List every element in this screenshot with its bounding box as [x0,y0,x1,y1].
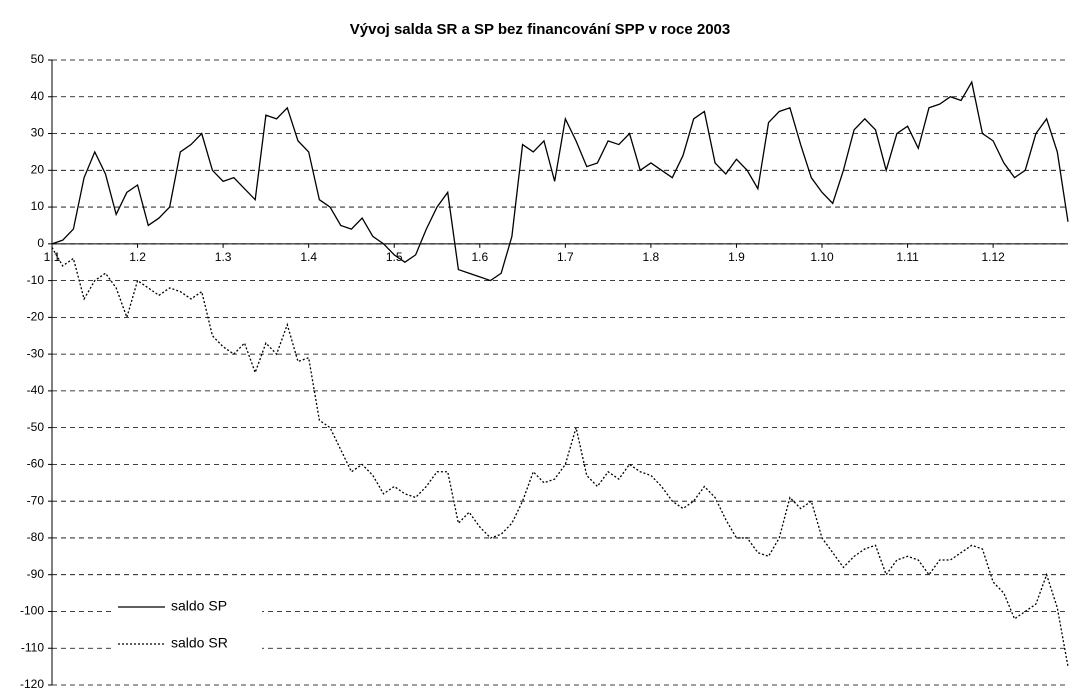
x-tick-label: 1.4 [300,250,317,264]
x-tick-label: 1.3 [215,250,232,264]
legend-label: saldo SP [171,598,227,614]
legend-bg [112,633,262,655]
y-tick-label: -120 [20,677,44,689]
x-tick-label: 1.6 [471,250,488,264]
x-tick-label: 1.1 [44,250,61,264]
y-tick-label: -90 [27,567,45,581]
y-tick-label: 10 [31,199,45,213]
series-line [51,247,1069,667]
y-tick-label: -20 [27,310,45,324]
legend-label: saldo SR [171,635,228,651]
chart-title: Vývoj salda SR a SP bez financování SPP … [350,21,730,38]
legend-bg [112,596,262,618]
y-tick-label: -10 [27,273,45,287]
x-tick-label: 1.11 [896,250,919,264]
y-tick-label: -80 [27,530,45,544]
y-tick-label: 30 [31,126,45,140]
x-tick-label: 1.10 [810,250,834,264]
x-tick-label: 1.7 [557,250,574,264]
x-tick-label: 1.9 [728,250,745,264]
y-tick-label: -40 [27,383,45,397]
x-tick-label: 1.2 [129,250,146,264]
x-tick-label: 1.5 [386,250,403,264]
y-tick-label: 20 [31,162,45,176]
y-tick-label: -100 [20,604,44,618]
y-tick-label: 0 [37,236,44,250]
y-tick-label: 40 [31,89,45,103]
x-tick-label: 1.12 [981,250,1005,264]
y-tick-label: -30 [27,346,45,360]
y-tick-label: -70 [27,493,45,507]
y-tick-label: -50 [27,420,45,434]
series-line [51,80,1069,282]
y-tick-label: 50 [31,52,45,66]
x-tick-label: 1.8 [643,250,660,264]
y-tick-label: -60 [27,457,45,471]
y-tick-label: -110 [21,640,44,654]
